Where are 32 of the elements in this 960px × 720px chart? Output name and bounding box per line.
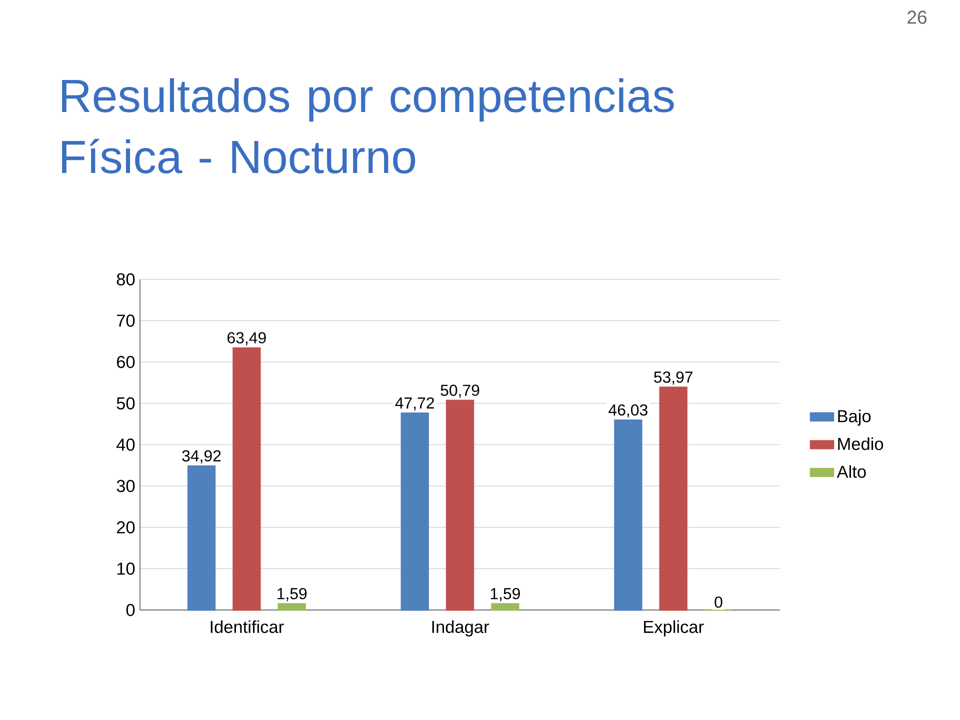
y-tick-label: 60 [116,356,135,368]
x-tick-label: Explicar [644,620,704,636]
bar [187,464,216,611]
bar [491,602,520,611]
y-tick-label: 10 [117,562,135,575]
x-tick-label: Indagar [432,620,489,636]
data-label: 53,97 [654,372,692,385]
data-label: 47,72 [395,397,434,411]
y-tick-label: 80 [116,273,135,286]
legend-label: Alto [836,465,866,478]
data-label: 50,79 [440,384,480,398]
y-tick-label: 20 [116,521,135,534]
data-label: 1,59 [490,588,520,602]
data-label: 34,92 [182,450,221,464]
y-tick-label: 30 [116,480,135,492]
bar [232,346,261,611]
y-tick-label: 40 [116,438,135,451]
y-tick-label: 0 [126,604,135,616]
legend-label: Medio [838,437,884,450]
y-tick-label: 50 [116,397,135,410]
bar [659,386,688,611]
text: 26 [908,10,926,24]
x-tick-label: Identificar [210,620,284,634]
legend-label: Bajo [838,410,871,426]
bar [278,602,306,611]
chart-title: Resultados por competencias Física - Nocturno [62,78,674,174]
data-label: 46,03 [608,404,648,418]
bar [446,399,474,611]
data-label: 0 [714,596,722,608]
y-tick-label: 70 [116,314,135,327]
data-label: 1,59 [278,588,307,602]
data-label: 63,49 [228,332,266,346]
